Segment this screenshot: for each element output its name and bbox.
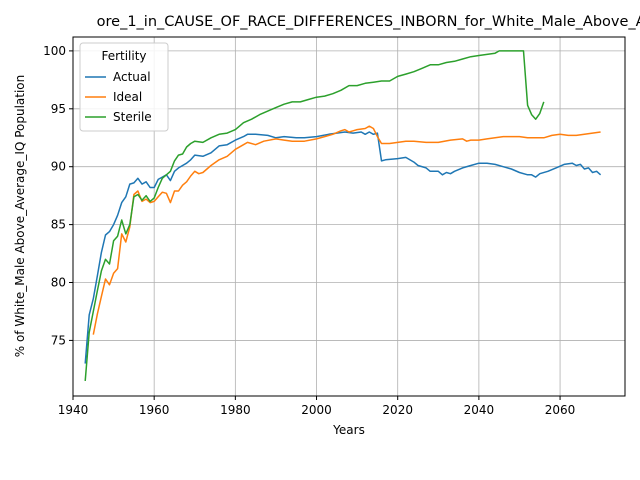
x-tick-label: 1940	[58, 403, 89, 417]
x-tick-label: 2000	[301, 403, 332, 417]
y-tick-label: 95	[51, 102, 66, 116]
x-tick-label: 1980	[220, 403, 251, 417]
series-line-sterile	[84, 50, 545, 381]
x-tick-label: 2060	[545, 403, 576, 417]
legend-label-ideal: Ideal	[113, 90, 142, 104]
x-tick-label: 1960	[139, 403, 170, 417]
legend-box	[79, 42, 169, 132]
legend-title: Fertility	[101, 49, 146, 63]
y-tick-label: 100	[43, 44, 66, 58]
y-tick-label: 80	[51, 276, 66, 290]
x-axis: 1940 1960 1980 2000 2020 2040 2060	[58, 396, 576, 417]
plot-frame	[72, 36, 626, 397]
y-axis: 75 80 85 90 95 100	[43, 44, 73, 347]
x-tick-label: 2020	[382, 403, 413, 417]
y-axis-label: % of White_Male Above_Average_IQ Populat…	[13, 75, 27, 358]
x-tick-label: 2040	[464, 403, 495, 417]
y-tick-label: 85	[51, 218, 66, 232]
legend-label-actual: Actual	[113, 70, 151, 84]
series-line-ideal	[92, 125, 601, 335]
series-lines	[84, 50, 602, 381]
legend-label-sterile: Sterile	[113, 110, 152, 124]
chart-title: ore_1_in_CAUSE_OF_RACE_DIFFERENCES_INBOR…	[97, 14, 640, 30]
y-tick-label: 90	[51, 160, 66, 174]
y-tick-label: 75	[51, 333, 66, 347]
x-axis-label: Years	[332, 423, 365, 437]
legend: Fertility Actual Ideal Sterile	[79, 42, 169, 132]
